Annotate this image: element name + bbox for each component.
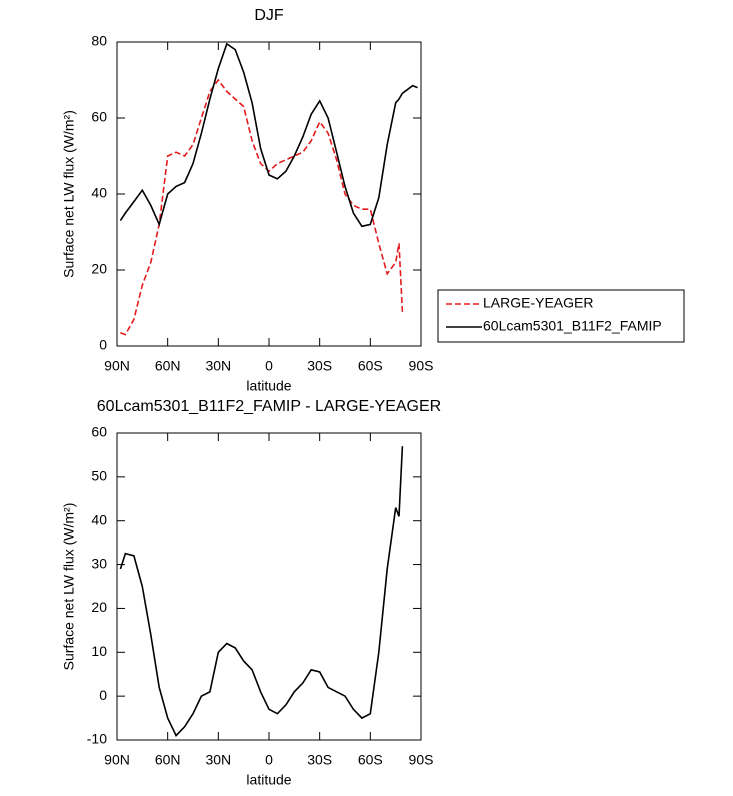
y-tick-label: -10 xyxy=(87,731,107,747)
x-tick-label: 60S xyxy=(358,358,383,374)
y-tick-label: 40 xyxy=(91,511,107,527)
x-tick-label: 30N xyxy=(205,358,231,374)
x-axis-label: latitude xyxy=(246,772,291,788)
x-tick-label: 60N xyxy=(155,358,181,374)
y-tick-label: 40 xyxy=(91,185,107,201)
y-axis-label: Surface net LW flux (W/m²) xyxy=(61,110,77,278)
x-tick-label: 30S xyxy=(307,358,332,374)
y-tick-label: 20 xyxy=(91,261,107,277)
chart-title: DJF xyxy=(254,7,284,24)
data-line xyxy=(119,42,418,228)
legend-label: 60Lcam5301_B11F2_FAMIP xyxy=(483,318,662,334)
chart-title: 60Lcam5301_B11F2_FAMIP - LARGE-YEAGER xyxy=(97,398,441,415)
data-line xyxy=(119,446,404,737)
y-tick-label: 0 xyxy=(99,687,107,703)
legend-box xyxy=(437,289,685,343)
data-line xyxy=(120,78,404,336)
x-tick-label: 90S xyxy=(409,358,434,374)
x-tick-label: 0 xyxy=(265,752,273,768)
x-tick-label: 60N xyxy=(155,752,181,768)
x-tick-label: 90N xyxy=(104,752,130,768)
y-tick-label: 30 xyxy=(91,555,107,571)
x-tick-label: 60S xyxy=(358,752,383,768)
y-tick-label: 60 xyxy=(91,424,107,440)
x-axis-label: latitude xyxy=(246,378,291,394)
x-tick-label: 30S xyxy=(307,752,332,768)
legend-label: LARGE-YEAGER xyxy=(483,295,593,311)
y-tick-label: 50 xyxy=(91,468,107,484)
y-tick-label: 0 xyxy=(99,337,107,353)
x-tick-label: 90N xyxy=(104,358,130,374)
y-tick-label: 10 xyxy=(91,643,107,659)
plot-frame xyxy=(116,432,422,741)
y-tick-label: 80 xyxy=(91,33,107,49)
plot-frame xyxy=(116,41,422,347)
x-tick-label: 90S xyxy=(409,752,434,768)
y-axis-label: Surface net LW flux (W/m²) xyxy=(61,503,77,671)
y-tick-label: 60 xyxy=(91,109,107,125)
x-tick-label: 0 xyxy=(265,358,273,374)
y-tick-label: 20 xyxy=(91,599,107,615)
x-tick-label: 30N xyxy=(205,752,231,768)
